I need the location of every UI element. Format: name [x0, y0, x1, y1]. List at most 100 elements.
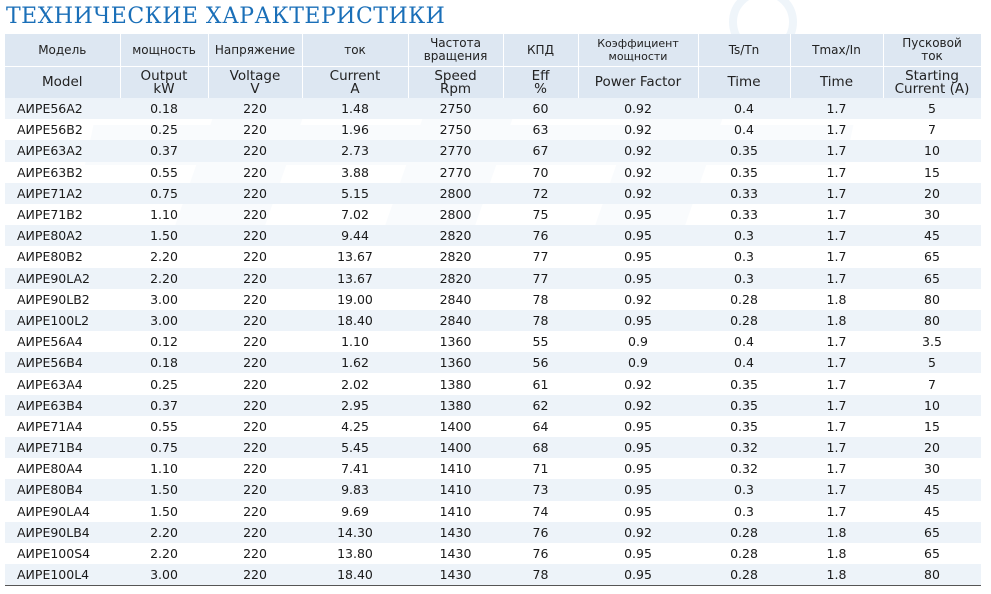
cell-tmax-in: 1.7: [790, 267, 883, 289]
cell-ts-tn: 0.3: [698, 267, 790, 289]
cell-model: АИРЕ90LA4: [5, 500, 120, 522]
cell-eff: 78: [503, 309, 578, 332]
col-header-ts-ru: Ts/Tn: [698, 34, 791, 67]
cell-starting-current: 10: [883, 394, 981, 416]
cell-ts-tn: 0.35: [698, 373, 790, 395]
cell-tmax-in: 1.8: [790, 521, 883, 543]
col-header-ts-en: Time: [698, 66, 791, 98]
cell-eff: 73: [503, 479, 578, 501]
cell-model: АИРЕ100L4: [5, 564, 120, 587]
cell-model: АИРЕ100L2: [5, 309, 120, 332]
cell-tmax-in: 1.7: [790, 500, 883, 522]
cell-speed: 2840: [408, 309, 503, 332]
cell-ts-tn: 0.4: [698, 119, 790, 141]
cell-voltage: 220: [208, 542, 302, 565]
cell-starting-current: 80: [883, 309, 981, 332]
cell-current: 1.62: [302, 352, 408, 374]
cell-current: 3.88: [302, 161, 408, 183]
cell-ts-tn: 0.3: [698, 246, 790, 268]
cell-power: 0.55: [120, 415, 208, 437]
cell-model: АИРЕ80В4: [5, 479, 120, 501]
cell-tmax-in: 1.7: [790, 373, 883, 395]
cell-eff: 61: [503, 373, 578, 395]
col-header-start-ru: Пусковой ток: [883, 34, 982, 67]
cell-eff: 63: [503, 119, 578, 141]
cell-power-factor: 0.95: [578, 437, 698, 459]
cell-power: 0.37: [120, 140, 208, 162]
cell-eff: 78: [503, 288, 578, 310]
cell-eff: 64: [503, 415, 578, 437]
cell-power: 2.20: [120, 267, 208, 289]
cell-power-factor: 0.92: [578, 182, 698, 204]
cell-model: АИРЕ56А2: [5, 98, 120, 120]
cell-power: 3.00: [120, 309, 208, 332]
cell-tmax-in: 1.7: [790, 479, 883, 501]
cell-speed: 1410: [408, 479, 503, 501]
cell-starting-current: 45: [883, 479, 981, 501]
cell-tmax-in: 1.7: [790, 415, 883, 437]
cell-model: АИРЕ63А2: [5, 140, 120, 162]
col-header-pf-en: Power Factor: [578, 66, 699, 98]
table-row: АИРЕ90LB2 3.00 220 19.00 2840 78 0.92 0.28 1.8 80: [5, 288, 981, 310]
col-header-power-ru: мощность: [120, 34, 209, 67]
cell-starting-current: 65: [883, 246, 981, 268]
col-header-current-ru: ток: [302, 34, 409, 67]
cell-current: 18.40: [302, 564, 408, 587]
cell-eff: 70: [503, 161, 578, 183]
cell-power-factor: 0.92: [578, 521, 698, 543]
cell-power-factor: 0.95: [578, 500, 698, 522]
start-en-line1: Starting: [905, 67, 959, 84]
cell-speed: 1410: [408, 500, 503, 522]
cell-power-factor: 0.92: [578, 373, 698, 395]
table-row: АИРЕ63А2 0.37 220 2.73 2770 67 0.92 0.35 1.7 10: [5, 140, 981, 162]
cell-current: 13.80: [302, 542, 408, 565]
cell-ts-tn: 0.32: [698, 458, 790, 480]
cell-ts-tn: 0.3: [698, 225, 790, 247]
table-row: АИРЕ80А4 1.10 220 7.41 1410 71 0.95 0.32 1.7 30: [5, 458, 981, 480]
cell-ts-tn: 0.3: [698, 500, 790, 522]
table-row: АИРЕ71В2 1.10 220 7.02 2800 75 0.95 0.33 1.7 30: [5, 203, 981, 226]
cell-eff: 55: [503, 331, 578, 353]
cell-current: 9.44: [302, 225, 408, 247]
col-header-speed-ru: Частота вращения: [408, 34, 504, 67]
cell-ts-tn: 0.28: [698, 288, 790, 310]
cell-current: 1.48: [302, 98, 408, 120]
cell-model: АИРЕ63В2: [5, 161, 120, 183]
table-row: АИРЕ90LA2 2.20 220 13.67 2820 77 0.95 0.3 1.7 65: [5, 267, 981, 289]
cell-current: 1.10: [302, 331, 408, 353]
cell-power: 1.50: [120, 500, 208, 522]
cell-model: АИРЕ90LB4: [5, 521, 120, 543]
cell-voltage: 220: [208, 203, 302, 226]
cell-voltage: 220: [208, 437, 302, 459]
cell-power-factor: 0.95: [578, 415, 698, 437]
cell-model: АИРЕ80А2: [5, 225, 120, 247]
specifications-table: Модель мощность Напряжение ток Частота в…: [5, 34, 982, 587]
header-row-english: Model Output kW Voltage V Current A Spee…: [5, 66, 982, 98]
cell-tmax-in: 1.7: [790, 437, 883, 459]
cell-power-factor: 0.95: [578, 564, 698, 587]
cell-current: 7.41: [302, 458, 408, 480]
cell-voltage: 220: [208, 331, 302, 353]
cell-current: 2.02: [302, 373, 408, 395]
cell-eff: 71: [503, 458, 578, 480]
cell-tmax-in: 1.7: [790, 394, 883, 416]
table-row: АИРЕ56А2 0.18 220 1.48 2750 60 0.92 0.4 1.7 5: [5, 98, 981, 120]
cell-speed: 1380: [408, 394, 503, 416]
table-row: АИРЕ100L4 3.00 220 18.40 1430 78 0.95 0.28 1.8 80: [5, 564, 981, 587]
col-header-voltage-en: Voltage V: [208, 66, 303, 98]
cell-voltage: 220: [208, 352, 302, 374]
cell-ts-tn: 0.32: [698, 437, 790, 459]
cell-power: 0.12: [120, 331, 208, 353]
cell-power-factor: 0.92: [578, 394, 698, 416]
cell-power: 0.75: [120, 182, 208, 204]
cell-starting-current: 20: [883, 182, 981, 204]
table-row: АИРЕ56А4 0.12 220 1.10 1360 55 0.9 0.4 1.7 3.5: [5, 331, 981, 353]
cell-voltage: 220: [208, 161, 302, 183]
col-header-tmax-ru: Tmax/In: [790, 34, 884, 67]
cell-power-factor: 0.9: [578, 352, 698, 374]
cell-speed: 2800: [408, 203, 503, 226]
table-row: АИРЕ63В4 0.37 220 2.95 1380 62 0.92 0.35 1.7 10: [5, 394, 981, 416]
cell-voltage: 220: [208, 479, 302, 501]
cell-ts-tn: 0.33: [698, 182, 790, 204]
page-title: ТЕХНИЧЕСКИЕ ХАРАКТЕРИСТИКИ: [6, 4, 446, 29]
